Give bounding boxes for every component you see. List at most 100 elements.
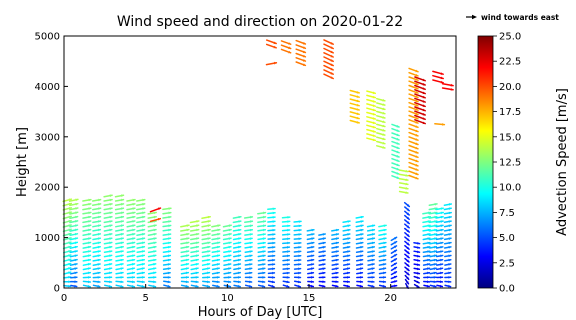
wind-arrow (342, 233, 351, 236)
wind-arrow (282, 250, 291, 253)
wind-arrow (282, 254, 291, 258)
wind-arrow (422, 215, 432, 219)
wind-arrow (280, 48, 292, 54)
wind-arrow (408, 166, 419, 171)
wind-arrow (293, 241, 302, 245)
y-tick-label: 3000 (35, 132, 60, 143)
wind-arrow (201, 267, 211, 271)
wind-arrow (366, 107, 377, 112)
wind-arrow (265, 61, 278, 66)
wind-arrow (233, 276, 242, 279)
wind-arrow (233, 280, 242, 284)
wind-arrow (306, 241, 315, 245)
wind-arrow (103, 237, 113, 241)
wind-arrow (69, 241, 79, 245)
wind-arrow (428, 215, 438, 219)
wind-arrow (429, 284, 437, 288)
colorbar-ticks: 0.0 2.5 5.0 7.5 10.0 12.5 15.0 17.5 20.0 22.5 25.0 (493, 32, 521, 295)
wind-arrow (223, 258, 232, 262)
wind-arrow (404, 232, 410, 238)
wind-arrow (282, 237, 291, 241)
wind-arrow (103, 271, 113, 275)
wind-arrow (244, 263, 253, 266)
wind-arrow (147, 211, 157, 215)
wind-arrow (307, 280, 315, 284)
wind-arrow (63, 262, 72, 267)
wind-arrow (115, 284, 124, 288)
wind-arrow (443, 233, 452, 236)
wind-arrow (408, 89, 419, 94)
wind-arrow (201, 276, 211, 279)
wind-arrow (422, 228, 431, 232)
wind-arrow (376, 106, 386, 111)
colorbar-tick-label: 10.0 (499, 183, 521, 194)
wind-arrow (233, 258, 242, 262)
wind-arrow (391, 166, 400, 171)
wind-arrow (180, 284, 189, 288)
wind-arrow (267, 263, 276, 266)
wind-arrow (180, 228, 190, 232)
wind-arrow (295, 44, 307, 50)
wind-arrow (429, 267, 437, 271)
wind-arrow (367, 263, 375, 266)
wind-arrow (69, 267, 78, 271)
wind-arrow (82, 250, 92, 254)
wind-arrow (398, 177, 409, 182)
wind-arrow (408, 114, 419, 120)
wind-arrow (147, 232, 157, 236)
wind-arrow (355, 220, 364, 224)
wind-arrow (62, 241, 72, 245)
wind-arrow (355, 228, 364, 232)
wind-arrow (376, 140, 386, 145)
wind-arrow (323, 56, 334, 63)
wind-arrow (376, 119, 386, 124)
wind-arrow (232, 220, 242, 224)
wind-arrow (366, 137, 377, 142)
wind-arrow (293, 263, 302, 266)
wind-arrow (92, 250, 101, 254)
wind-arrow (149, 207, 162, 213)
wind-arrow (126, 202, 136, 207)
wind-arrow (103, 254, 113, 258)
wind-arrow (190, 250, 200, 254)
wind-arrow (211, 241, 221, 245)
wind-arrow (444, 263, 452, 266)
wind-arrow (349, 119, 360, 124)
wind-arrow (295, 61, 307, 67)
wind-arrow (162, 245, 172, 249)
wind-arrow (136, 263, 146, 266)
wind-arrow (343, 284, 350, 288)
wind-arrow (103, 194, 113, 198)
wind-arrow (211, 258, 221, 262)
wind-arrow (92, 276, 101, 279)
wind-arrow (435, 258, 444, 262)
x-tick-label: 0 (61, 293, 67, 304)
wind-arrow (398, 173, 409, 177)
wind-arrow (69, 237, 79, 241)
wind-arrow (422, 233, 431, 236)
wind-arrow (378, 241, 387, 245)
y-tick-label: 4000 (35, 82, 60, 93)
wind-arrow (366, 90, 377, 95)
wind-arrow (82, 232, 92, 236)
wind-arrow (115, 276, 124, 279)
wind-arrow (92, 254, 101, 258)
wind-arrow (257, 220, 267, 224)
wind-arrow (136, 254, 146, 258)
wind-arrow (257, 250, 266, 253)
wind-arrow (201, 237, 211, 241)
wind-arrow (244, 276, 253, 279)
wind-arrow (435, 211, 444, 215)
wind-arrow (136, 258, 146, 262)
wind-arrow (92, 241, 102, 245)
wind-arrow (190, 258, 199, 262)
wind-arrow (432, 70, 444, 75)
wind-arrow (378, 267, 387, 271)
wind-arrow (390, 262, 398, 267)
wind-arrow (162, 254, 172, 258)
wind-arrow (92, 224, 102, 228)
wind-arrow (126, 228, 136, 232)
plot-frame (63, 35, 457, 289)
wind-arrow (82, 228, 92, 232)
wind-arrow (432, 79, 444, 84)
